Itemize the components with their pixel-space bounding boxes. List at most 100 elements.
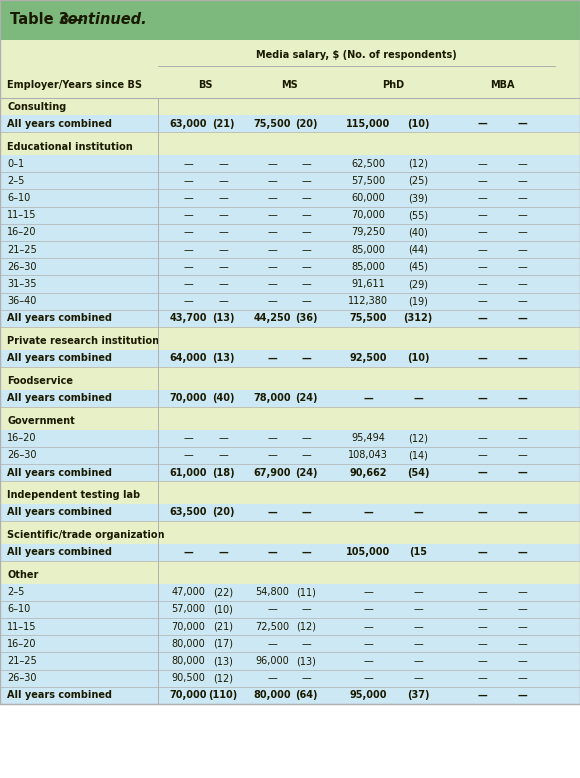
Text: —: — [477, 314, 487, 324]
Text: —: — [477, 119, 487, 129]
Text: (44): (44) [408, 245, 428, 254]
Text: —: — [477, 210, 487, 220]
Text: —: — [517, 193, 527, 203]
Text: —: — [413, 673, 423, 683]
Text: 75,500: 75,500 [349, 314, 387, 324]
Text: —: — [517, 587, 527, 598]
Text: —: — [218, 433, 228, 443]
Text: All years combined: All years combined [7, 119, 112, 129]
Text: 78,000: 78,000 [253, 394, 291, 403]
Bar [0, 0, 580, 40]
Text: —: — [267, 548, 277, 557]
Text: —: — [517, 691, 527, 700]
Text: 70,000: 70,000 [171, 622, 205, 632]
Bar [0, 653, 580, 670]
Text: —: — [183, 450, 193, 461]
Bar [0, 350, 580, 367]
Text: Independent testing lab: Independent testing lab [7, 490, 140, 500]
Text: (12): (12) [296, 622, 316, 632]
Text: —: — [301, 210, 311, 220]
Text: 57,500: 57,500 [351, 176, 385, 186]
Text: (13): (13) [212, 353, 234, 363]
Text: —: — [517, 468, 527, 478]
Text: —: — [477, 605, 487, 615]
Text: —: — [517, 279, 527, 289]
Text: —: — [363, 656, 373, 666]
Text: 85,000: 85,000 [351, 262, 385, 272]
Text: —: — [218, 227, 228, 237]
Text: 21–25: 21–25 [7, 245, 37, 254]
Text: —: — [183, 176, 193, 186]
Text: 91,611: 91,611 [351, 279, 385, 289]
Text: —: — [517, 673, 527, 683]
Text: 67,900: 67,900 [253, 468, 291, 478]
Text: —: — [301, 548, 311, 557]
Text: 57,000: 57,000 [171, 605, 205, 615]
Text: All years combined: All years combined [7, 507, 112, 517]
Text: (12): (12) [408, 433, 428, 443]
Text: —: — [517, 353, 527, 363]
Text: —: — [183, 548, 193, 557]
Bar [0, 487, 580, 504]
Text: —: — [363, 507, 373, 517]
Text: —: — [477, 673, 487, 683]
Text: —: — [413, 605, 423, 615]
Bar [0, 584, 580, 601]
Bar [0, 138, 580, 155]
Text: —: — [267, 245, 277, 254]
Text: (37): (37) [407, 691, 429, 700]
Text: —: — [477, 507, 487, 517]
Text: 61,000: 61,000 [169, 468, 206, 478]
Text: 16–20: 16–20 [7, 639, 37, 649]
Text: Employer/Years since BS: Employer/Years since BS [7, 80, 142, 90]
Text: 16–20: 16–20 [7, 227, 37, 237]
Text: 95,000: 95,000 [349, 691, 387, 700]
Text: (10): (10) [213, 605, 233, 615]
Text: (13): (13) [212, 314, 234, 324]
Text: 2–5: 2–5 [7, 587, 24, 598]
Text: 96,000: 96,000 [255, 656, 289, 666]
Text: —: — [218, 262, 228, 272]
Text: —: — [413, 639, 423, 649]
Text: 26–30: 26–30 [7, 673, 37, 683]
Text: —: — [413, 656, 423, 666]
Text: (29): (29) [408, 279, 428, 289]
Text: —: — [183, 279, 193, 289]
Text: —: — [267, 673, 277, 683]
Text: —: — [301, 176, 311, 186]
Text: (36): (36) [295, 314, 317, 324]
Text: —: — [517, 176, 527, 186]
Text: (13): (13) [296, 656, 316, 666]
Bar [0, 207, 580, 224]
Text: (64): (64) [295, 691, 317, 700]
Text: 11–15: 11–15 [7, 210, 37, 220]
Text: —: — [477, 296, 487, 307]
Bar [0, 429, 580, 447]
Text: —: — [218, 159, 228, 169]
Text: —: — [477, 262, 487, 272]
Text: —: — [413, 394, 423, 403]
Text: (15: (15 [409, 548, 427, 557]
Text: All years combined: All years combined [7, 314, 112, 324]
Text: Table 3—: Table 3— [10, 12, 84, 27]
Text: PhD: PhD [382, 80, 404, 90]
Text: 80,000: 80,000 [171, 656, 205, 666]
Text: 6–10: 6–10 [7, 193, 30, 203]
Text: —: — [183, 227, 193, 237]
Text: 115,000: 115,000 [346, 119, 390, 129]
Text: (24): (24) [295, 468, 317, 478]
Bar [0, 293, 580, 310]
Text: —: — [477, 193, 487, 203]
Bar [0, 561, 580, 566]
Text: (312): (312) [403, 314, 433, 324]
Text: —: — [477, 159, 487, 169]
Bar [0, 412, 580, 429]
Text: 31–35: 31–35 [7, 279, 37, 289]
Text: —: — [363, 587, 373, 598]
Bar [0, 544, 580, 561]
Text: 62,500: 62,500 [351, 159, 385, 169]
Text: continued.: continued. [60, 12, 147, 27]
Text: —: — [301, 296, 311, 307]
Text: (55): (55) [408, 210, 428, 220]
Text: —: — [267, 507, 277, 517]
